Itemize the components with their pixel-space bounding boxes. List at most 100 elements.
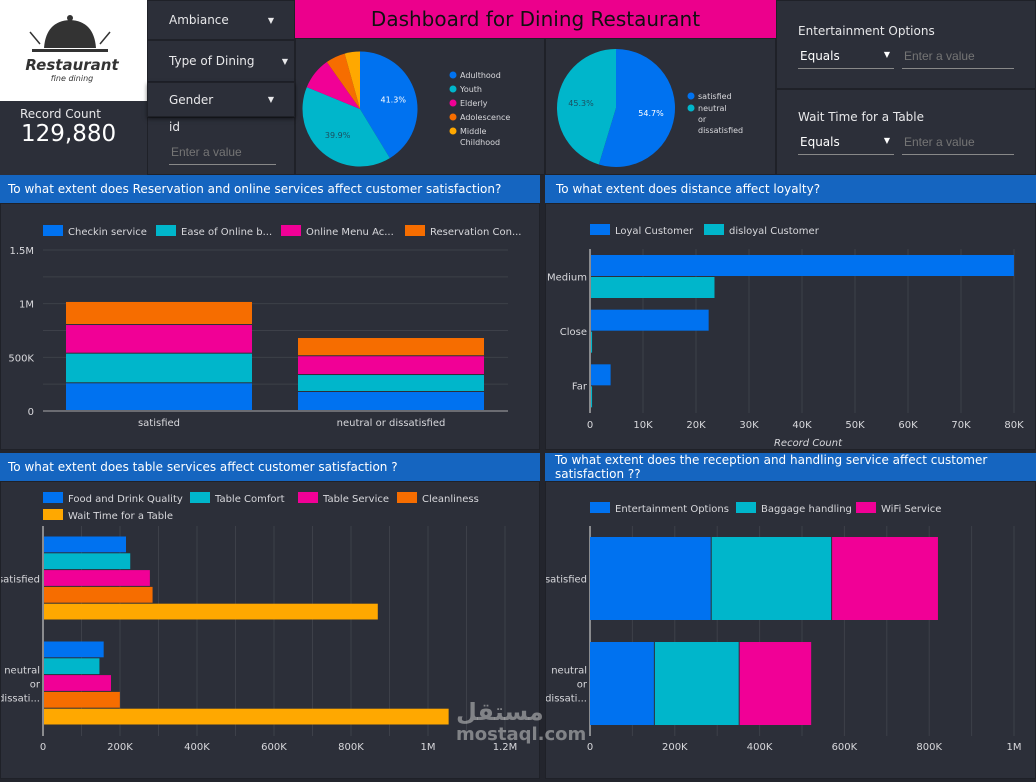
x-axis-title: Record Count <box>774 438 843 449</box>
x-tick-label: neutral or dissatisfied <box>337 418 446 429</box>
bar <box>44 603 378 620</box>
x-tick-label: satisfied <box>138 418 180 429</box>
bar <box>44 691 120 708</box>
bar <box>591 364 611 386</box>
pie-slice-label: 39.9% <box>325 131 351 140</box>
pie-slice <box>598 49 675 167</box>
bar <box>591 309 709 331</box>
bar <box>44 570 150 586</box>
legend-label: Food and Drink Quality <box>68 494 183 505</box>
bar-segment <box>590 642 654 725</box>
legend-label: neutral or dissatisfied <box>698 104 743 135</box>
reservation-chart-panel: 0 500K 1M 1.5M satisfied neutral or dissatisf… <box>0 203 540 450</box>
x-tick-label: 400K <box>747 742 773 753</box>
id-filter: id <box>147 117 295 175</box>
logo-subtext: fine dining <box>51 74 93 83</box>
wait-time-filter: Wait Time for a Table Equals ▼ <box>776 89 1036 175</box>
bar-segment <box>739 642 812 725</box>
record-count-value: 129,880 <box>21 121 117 147</box>
gender-dropdown[interactable]: Gender ▼ <box>147 82 295 117</box>
bar-segment <box>298 338 484 356</box>
caret-down-icon: ▼ <box>281 56 288 66</box>
gender-label: Gender <box>169 92 214 107</box>
bar <box>44 536 127 553</box>
legend-label: Adolescence <box>460 113 510 122</box>
legend-swatch <box>405 225 425 236</box>
entertainment-label: Entertainment Options <box>798 24 935 38</box>
entertainment-value-input[interactable] <box>902 46 1014 69</box>
x-tick-label: 50K <box>845 420 865 431</box>
legend-swatch <box>687 104 695 112</box>
id-label: id <box>169 120 180 134</box>
bar-segment <box>832 537 938 620</box>
bar-segment <box>66 353 252 383</box>
type-of-dining-dropdown[interactable]: Type of Dining ▼ <box>147 40 295 82</box>
x-tick-label: 20K <box>686 420 706 431</box>
page-title: Dashboard for Dining Restaurant <box>295 0 776 38</box>
distance-bar-chart: 0 10K 20K 30K 40K 50K 60K 70K 80K Medium Close Far R… <box>547 224 1024 449</box>
caret-down-icon: ▼ <box>883 50 890 59</box>
legend-swatch <box>156 225 176 236</box>
distance-chart-panel: 0 10K 20K 30K 40K 50K 60K 70K 80K Medium Close Far R… <box>545 203 1036 450</box>
legend-swatch <box>281 225 301 236</box>
pie-slice-label: 41.3% <box>381 96 407 105</box>
record-count-label: Record Count <box>20 107 101 121</box>
entertainment-filter: Entertainment Options Equals ▼ <box>776 0 1036 89</box>
bar <box>44 658 100 675</box>
bar <box>591 331 593 353</box>
y-tick-label: or <box>577 680 588 691</box>
pie-slice <box>360 51 418 159</box>
legend-label: Baggage handling <box>761 504 852 515</box>
legend-label: Cleanliness <box>422 494 479 505</box>
legend-swatch <box>449 113 457 121</box>
legend-label: Wait Time for a Table <box>68 511 173 522</box>
wait-time-operator-select[interactable]: Equals ▼ <box>798 132 894 155</box>
table-chart-header: To what extent does table services affec… <box>0 453 540 481</box>
wait-time-value-input[interactable] <box>902 132 1014 155</box>
bar <box>591 255 1014 276</box>
y-tick-label: 1.5M <box>9 246 34 257</box>
table-chart-panel: 0 200K 400K 600K 800K 1M 1.2M satisfied neutral o… <box>0 481 540 779</box>
id-input[interactable] <box>169 142 276 165</box>
legend-swatch <box>43 225 63 236</box>
satisfaction-pie-panel: 54.7% 45.3% satisfied neutral or dissatisfied <box>545 38 776 175</box>
ambiance-dropdown[interactable]: Ambiance ▼ <box>147 0 295 40</box>
y-tick-label: neutral <box>4 666 40 677</box>
x-tick-label: 0 <box>40 742 46 753</box>
wait-time-label: Wait Time for a Table <box>798 110 924 124</box>
x-tick-label: 200K <box>662 742 688 753</box>
bar-segment <box>654 642 739 725</box>
x-tick-label: 400K <box>184 742 210 753</box>
pie-slice <box>306 62 360 109</box>
legend-swatch <box>190 492 210 503</box>
y-tick-label: 1M <box>19 300 34 311</box>
legend-label: Youth <box>459 85 482 94</box>
legend-label: Elderly <box>460 99 488 108</box>
x-tick-label: 1M <box>1007 742 1022 753</box>
legend-swatch <box>687 92 695 100</box>
x-tick-label: 80K <box>1004 420 1024 431</box>
y-tick-label: satisfied <box>1 575 40 586</box>
bar-segment <box>66 383 252 410</box>
ambiance-label: Ambiance <box>169 13 229 27</box>
y-tick-label: Medium <box>547 272 587 283</box>
scorecard <box>0 101 147 175</box>
bar-segment <box>66 325 252 353</box>
operator-value: Equals <box>800 49 840 63</box>
y-tick-label: neutral <box>551 666 587 677</box>
type-of-dining-label: Type of Dining <box>169 54 255 68</box>
legend-swatch <box>43 509 63 520</box>
legend-label: Table Comfort <box>214 494 285 505</box>
y-tick-label: satisfied <box>546 575 587 586</box>
bar-segment <box>66 301 252 325</box>
legend-label: Online Menu Ac... <box>306 227 394 238</box>
pie-slice <box>302 87 390 167</box>
table-services-bar-chart: 0 200K 400K 600K 800K 1M 1.2M satisfied neutral o… <box>0 492 517 753</box>
reservation-stacked-column-chart: 0 500K 1M 1.5M satisfied neutral or dissatisf… <box>8 225 521 429</box>
legend-swatch <box>736 502 756 513</box>
entertainment-operator-select[interactable]: Equals ▼ <box>798 46 894 69</box>
distance-chart-header: To what extent does distance affect loya… <box>545 175 1036 203</box>
caret-down-icon: ▼ <box>883 136 890 145</box>
x-tick-label: 0 <box>587 742 593 753</box>
bar <box>44 641 104 658</box>
